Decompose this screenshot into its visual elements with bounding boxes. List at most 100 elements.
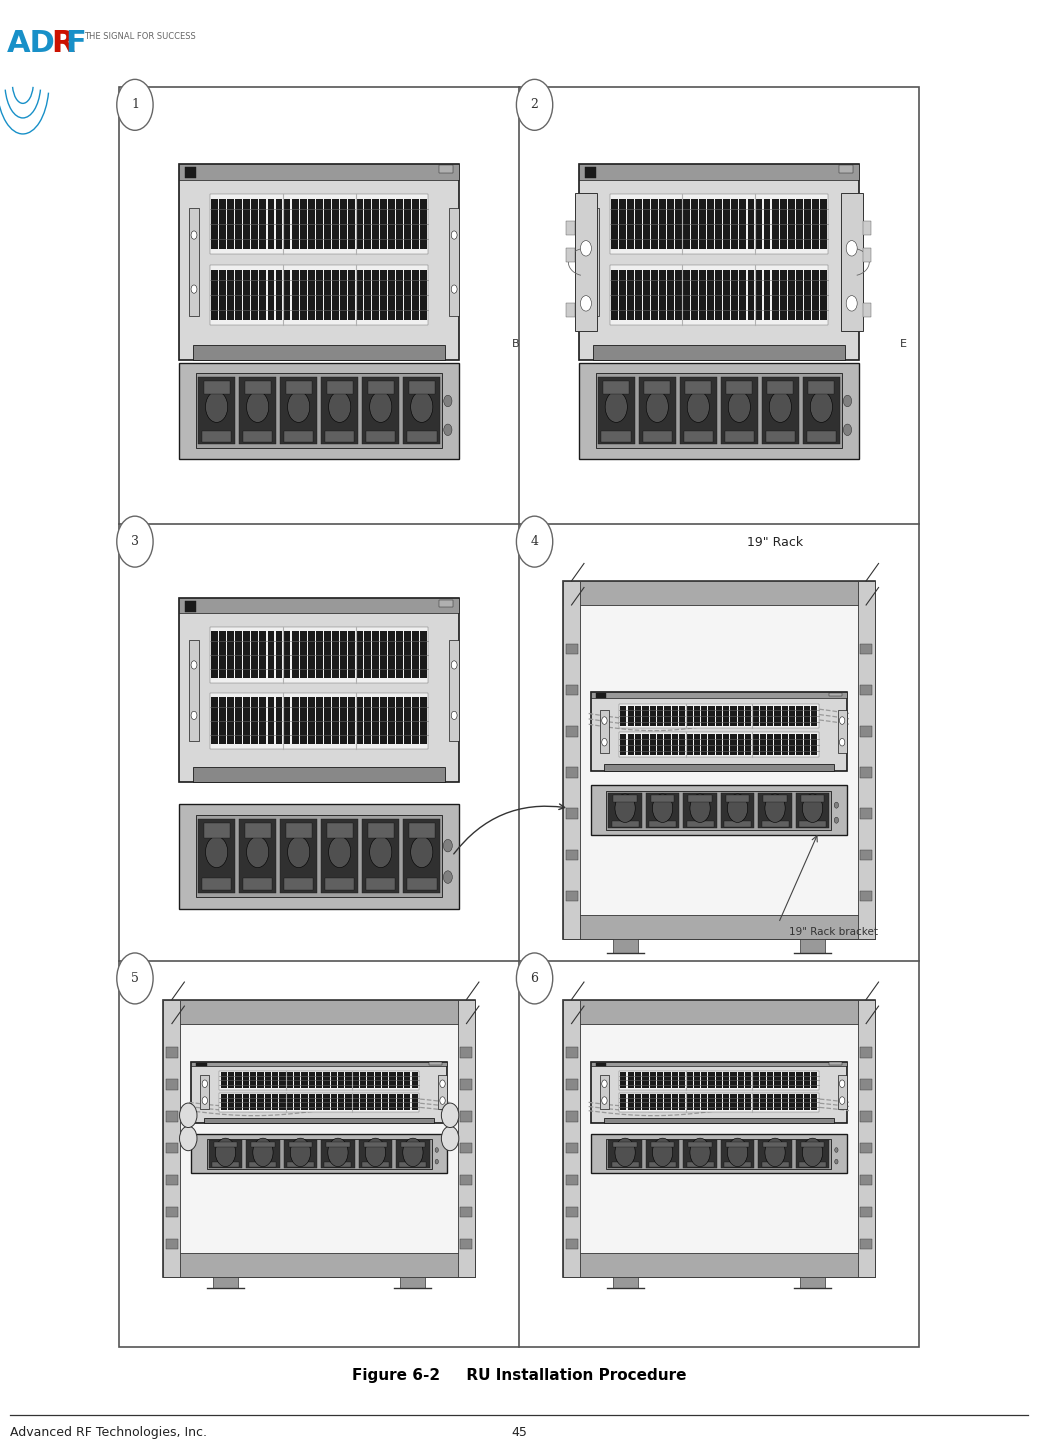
Bar bbox=[686, 1162, 713, 1166]
Circle shape bbox=[191, 232, 197, 239]
Bar bbox=[563, 999, 875, 1277]
Circle shape bbox=[116, 79, 154, 130]
Bar bbox=[800, 1277, 825, 1289]
Bar bbox=[250, 1095, 256, 1111]
Circle shape bbox=[602, 738, 607, 745]
Bar bbox=[300, 269, 306, 320]
Bar bbox=[686, 734, 692, 754]
Bar bbox=[861, 1239, 872, 1249]
Bar bbox=[643, 269, 650, 320]
Bar bbox=[619, 199, 626, 249]
Bar bbox=[268, 630, 274, 678]
Bar bbox=[606, 1139, 831, 1169]
Circle shape bbox=[602, 1096, 607, 1104]
Bar bbox=[803, 199, 811, 249]
Bar bbox=[362, 1162, 389, 1166]
Bar bbox=[707, 199, 714, 249]
Bar bbox=[251, 697, 258, 744]
Bar bbox=[611, 821, 638, 827]
Bar bbox=[600, 1076, 609, 1109]
Bar bbox=[650, 1095, 656, 1111]
Bar bbox=[193, 767, 445, 782]
Bar bbox=[760, 1073, 766, 1088]
Bar bbox=[604, 1118, 834, 1123]
Bar bbox=[166, 1143, 177, 1153]
Bar bbox=[789, 706, 795, 727]
Bar bbox=[272, 1073, 278, 1088]
Bar bbox=[212, 199, 218, 249]
Bar bbox=[828, 693, 842, 696]
Bar bbox=[401, 1142, 425, 1147]
Bar bbox=[439, 600, 454, 607]
Circle shape bbox=[851, 232, 856, 239]
Bar bbox=[397, 1073, 403, 1088]
Bar bbox=[294, 1073, 300, 1088]
Bar bbox=[659, 269, 666, 320]
Bar bbox=[609, 194, 828, 255]
Bar bbox=[307, 630, 315, 678]
Bar bbox=[788, 269, 795, 320]
Bar bbox=[348, 269, 355, 320]
Bar bbox=[811, 706, 818, 727]
Bar bbox=[782, 1073, 788, 1088]
Bar bbox=[321, 377, 358, 444]
Bar bbox=[283, 269, 291, 320]
Bar bbox=[407, 431, 437, 443]
Circle shape bbox=[180, 1104, 197, 1127]
Bar bbox=[796, 269, 802, 320]
Bar bbox=[566, 684, 577, 696]
Circle shape bbox=[614, 1139, 635, 1166]
Bar bbox=[727, 380, 753, 395]
Circle shape bbox=[802, 1139, 823, 1166]
Bar bbox=[720, 1140, 755, 1168]
Text: 6: 6 bbox=[530, 973, 539, 984]
Circle shape bbox=[452, 661, 457, 670]
Bar bbox=[332, 630, 338, 678]
Bar bbox=[657, 734, 663, 754]
Bar bbox=[220, 1073, 227, 1088]
Bar bbox=[739, 269, 746, 320]
Bar bbox=[579, 163, 858, 360]
Bar bbox=[338, 1095, 345, 1111]
Bar bbox=[227, 697, 235, 744]
Bar bbox=[726, 1142, 749, 1147]
Circle shape bbox=[180, 1125, 197, 1150]
Bar bbox=[635, 706, 641, 727]
Bar bbox=[628, 1073, 634, 1088]
Bar bbox=[708, 1095, 714, 1111]
Bar bbox=[166, 1079, 177, 1089]
Circle shape bbox=[728, 794, 747, 823]
Bar bbox=[283, 697, 291, 744]
Bar bbox=[812, 269, 819, 320]
Bar bbox=[198, 377, 235, 444]
Bar bbox=[249, 1162, 276, 1166]
Bar bbox=[800, 939, 825, 954]
Bar bbox=[307, 697, 315, 744]
Bar bbox=[650, 734, 656, 754]
Bar bbox=[180, 598, 459, 782]
Bar bbox=[635, 1073, 641, 1088]
Bar bbox=[686, 821, 713, 827]
Bar bbox=[812, 199, 819, 249]
Bar bbox=[611, 199, 618, 249]
Bar bbox=[372, 697, 379, 744]
Bar bbox=[596, 373, 842, 448]
Text: F: F bbox=[65, 29, 86, 58]
Bar bbox=[243, 199, 250, 249]
Circle shape bbox=[517, 952, 552, 1005]
Bar bbox=[675, 199, 682, 249]
Bar bbox=[672, 734, 678, 754]
Bar bbox=[649, 821, 676, 827]
Circle shape bbox=[191, 661, 197, 670]
Bar bbox=[861, 644, 872, 654]
Bar bbox=[367, 1073, 374, 1088]
Bar bbox=[691, 269, 699, 320]
Bar bbox=[180, 804, 459, 909]
Bar bbox=[861, 684, 872, 696]
Bar bbox=[672, 1095, 678, 1111]
Bar bbox=[643, 706, 649, 727]
Bar bbox=[700, 199, 706, 249]
Bar bbox=[841, 194, 863, 331]
Circle shape bbox=[443, 871, 453, 884]
Bar bbox=[210, 693, 429, 748]
